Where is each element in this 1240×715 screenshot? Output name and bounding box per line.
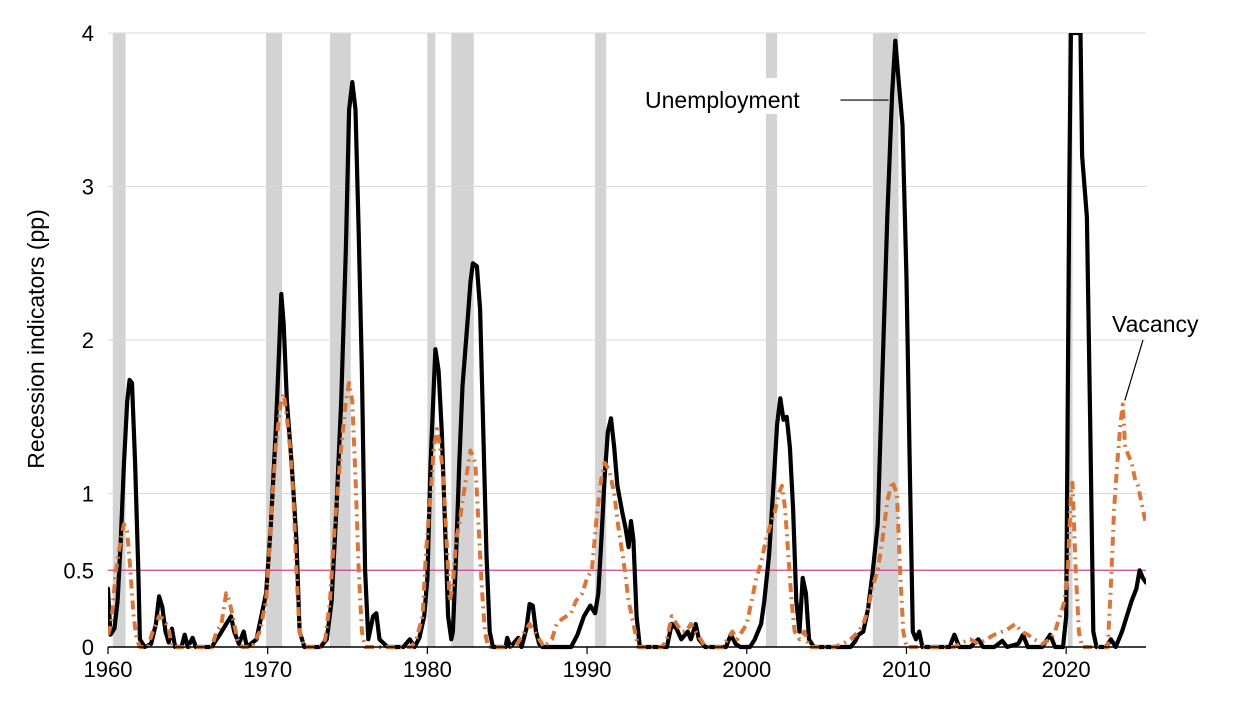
x-tick-label: 1960 bbox=[84, 657, 133, 682]
y-tick-label: 2 bbox=[82, 328, 94, 353]
y-tick-label: 4 bbox=[82, 21, 94, 46]
y-tick-label: 0.5 bbox=[63, 558, 94, 583]
gridlines-layer bbox=[108, 32, 1146, 494]
y-tick-label: 1 bbox=[82, 482, 94, 507]
x-tick-label: 1970 bbox=[243, 657, 292, 682]
x-tick-label: 1990 bbox=[563, 657, 612, 682]
x-tick-label: 2000 bbox=[722, 657, 771, 682]
y-tick-label: 0 bbox=[82, 635, 94, 660]
vacancy-label: Vacancy bbox=[1112, 311, 1199, 337]
y-tick-label: 3 bbox=[82, 175, 94, 200]
unemployment-label: Unemployment bbox=[645, 87, 800, 113]
y-axis-label: Recession indicators (pp) bbox=[23, 209, 49, 469]
x-tick-label: 1980 bbox=[403, 657, 452, 682]
vacancy-leader-line bbox=[1124, 339, 1144, 401]
x-tick-label: 2020 bbox=[1042, 657, 1091, 682]
x-tick-label: 2010 bbox=[882, 657, 931, 682]
annotations-layer: Unemployment Vacancy bbox=[640, 78, 1199, 401]
series-line-vacancy bbox=[108, 381, 1146, 649]
axes-layer: 0 0.5 1 2 3 4 1960 1970 1980 1990 2000 2010 2020 bbox=[63, 21, 1146, 682]
unemployment-label-bg bbox=[640, 78, 833, 115]
